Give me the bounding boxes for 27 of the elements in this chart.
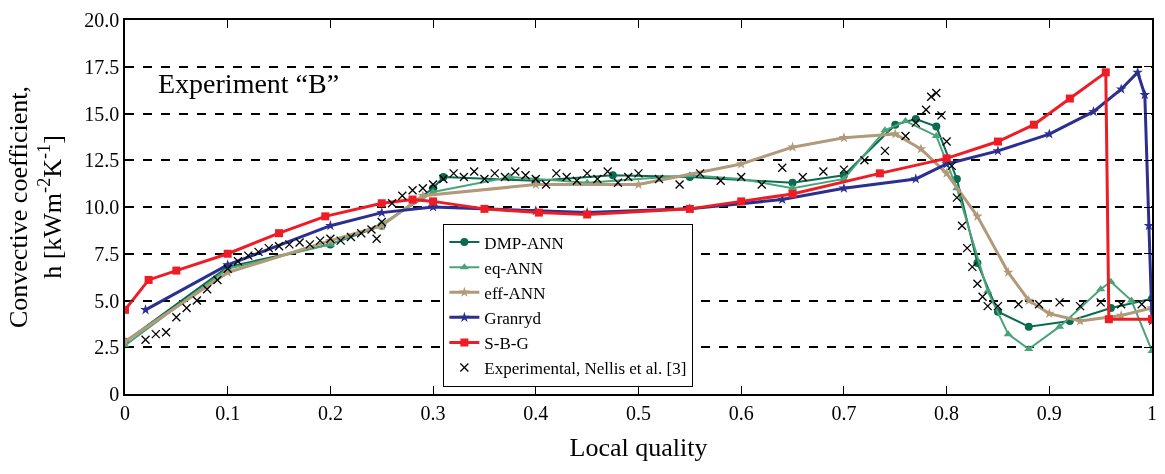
legend-label: DMP-ANN <box>484 233 564 253</box>
y-tick-label: 2.5 <box>94 336 120 359</box>
legend-label: S-B-G <box>484 334 529 354</box>
x-tick-label: 0.3 <box>420 401 446 424</box>
legend-label: eff-ANN <box>484 283 546 303</box>
x-tick-label: 0.6 <box>728 401 754 424</box>
x-tick-label: 1 <box>1147 401 1157 424</box>
y-tick-label: 12.5 <box>84 149 120 172</box>
y-tick-label: 5.0 <box>94 289 120 312</box>
x-tick-label: 0.4 <box>523 401 549 424</box>
x-tick-label: 0.5 <box>626 401 651 424</box>
annotation: Experiment “B” <box>158 68 340 99</box>
x-tick-label: 0.7 <box>831 401 857 424</box>
y-tick-label: 7.5 <box>94 242 120 265</box>
x-axis-title: Local quality <box>569 432 708 462</box>
x-tick-label: 0.2 <box>317 401 343 424</box>
legend-label: Experimental, Nellis et al. [3] <box>484 359 687 379</box>
y-tick-label: 0 <box>109 383 120 405</box>
y-tick-label: 17.5 <box>84 55 120 78</box>
y-tick-label: 20.0 <box>84 9 120 31</box>
y-tick-label: 15.0 <box>84 102 120 125</box>
x-tick-label: 0.8 <box>934 401 960 424</box>
y-tick-label: 10.0 <box>84 196 120 218</box>
x-tick-label: 0.1 <box>215 401 241 424</box>
x-tick-label: 0.9 <box>1036 401 1062 424</box>
legend-label: Granryd <box>484 309 542 328</box>
legend-label: eq-ANN <box>484 258 543 278</box>
